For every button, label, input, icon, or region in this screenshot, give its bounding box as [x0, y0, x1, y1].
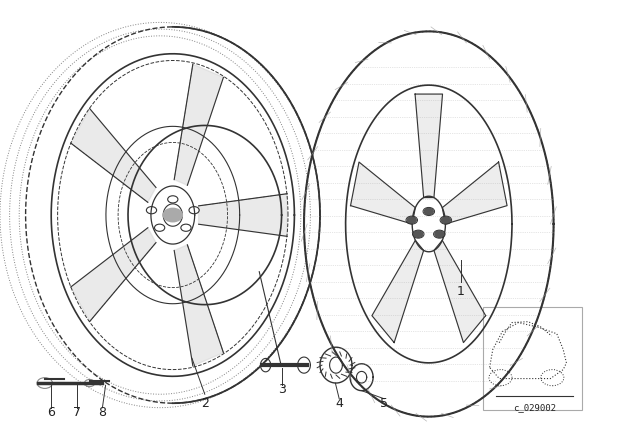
Text: 3: 3 — [278, 383, 285, 396]
Text: 6: 6 — [47, 405, 55, 419]
Text: c_029002: c_029002 — [513, 403, 556, 412]
Polygon shape — [198, 194, 287, 237]
Polygon shape — [71, 108, 156, 202]
Circle shape — [442, 217, 451, 223]
Circle shape — [435, 231, 444, 237]
Polygon shape — [434, 240, 486, 343]
Polygon shape — [415, 94, 442, 198]
Circle shape — [424, 208, 433, 215]
Circle shape — [163, 208, 182, 222]
Polygon shape — [174, 64, 223, 185]
Text: 5: 5 — [380, 396, 388, 410]
Text: 4: 4 — [335, 396, 343, 410]
Polygon shape — [351, 162, 415, 224]
Text: 8: 8 — [99, 405, 106, 419]
Circle shape — [407, 217, 416, 223]
Polygon shape — [71, 228, 156, 322]
Polygon shape — [442, 162, 507, 224]
Text: 2: 2 — [201, 396, 209, 410]
Circle shape — [414, 231, 423, 237]
Polygon shape — [372, 240, 424, 343]
Text: 1: 1 — [457, 284, 465, 298]
Polygon shape — [174, 245, 223, 366]
Text: 7: 7 — [73, 405, 81, 419]
